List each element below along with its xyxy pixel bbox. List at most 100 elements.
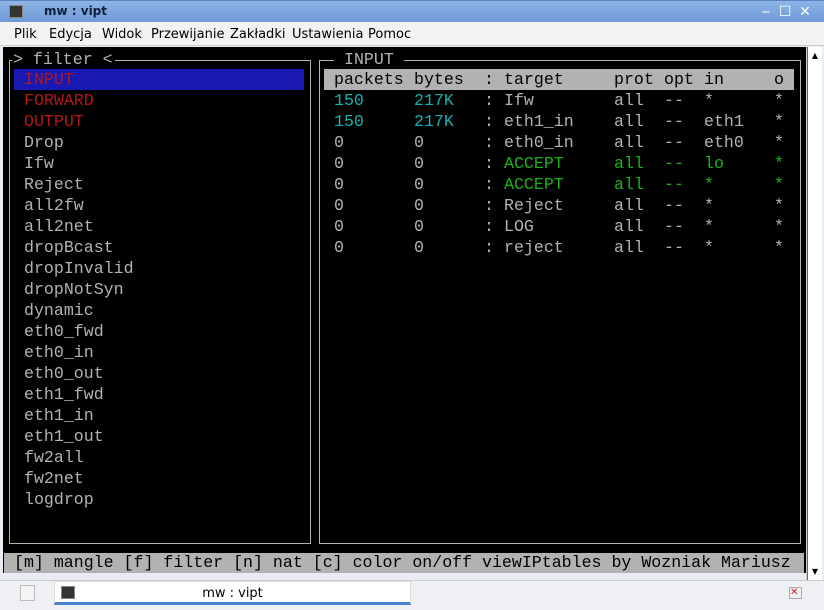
window-title: mw : vipt xyxy=(44,4,108,18)
chain-item[interactable]: INPUT xyxy=(24,70,74,89)
rule-cell: -- xyxy=(664,112,684,131)
column-header: packets xyxy=(334,70,404,89)
rule-cell: all xyxy=(614,133,644,152)
chain-item[interactable]: eth0_in xyxy=(24,343,94,362)
rule-cell: 150 xyxy=(334,91,364,110)
scroll-up-icon[interactable]: ▲ xyxy=(811,51,819,60)
menu-edycja[interactable]: Edycja xyxy=(49,27,92,42)
scrollbar[interactable]: ▲ ▼ xyxy=(806,47,822,580)
menu-plik[interactable]: Plik xyxy=(14,27,37,42)
rule-cell: LOG xyxy=(504,217,534,236)
chain-item[interactable]: fw2net xyxy=(24,469,84,488)
column-header: prot xyxy=(614,70,654,89)
rule-cell: : xyxy=(484,238,494,257)
left-panel-title: > filter < xyxy=(12,49,115,70)
rules-header xyxy=(324,69,794,90)
close-button[interactable]: ✕ xyxy=(799,4,811,20)
rule-cell: 0 xyxy=(334,196,344,215)
rule-cell: * xyxy=(774,217,784,236)
rule-cell: : xyxy=(484,175,494,194)
status-text: [m] mangle [f] filter [n] nat [c] color … xyxy=(14,553,791,572)
rule-cell: ACCEPT xyxy=(504,175,564,194)
rule-cell: all xyxy=(614,91,644,110)
rule-cell: : xyxy=(484,217,494,236)
rule-cell: : xyxy=(484,112,494,131)
rule-cell: all xyxy=(614,154,644,173)
menu-przewijanie[interactable]: Przewijanie xyxy=(151,27,225,42)
rule-cell: * xyxy=(774,112,784,131)
rule-cell: 0 xyxy=(334,175,344,194)
rule-cell: all xyxy=(614,175,644,194)
menu-ustawienia[interactable]: Ustawienia xyxy=(292,27,364,42)
rule-cell: 0 xyxy=(334,217,344,236)
menu-zakładki[interactable]: Zakładki xyxy=(230,27,286,42)
chain-item[interactable]: eth1_in xyxy=(24,406,94,425)
menu-pomoc[interactable]: Pomoc xyxy=(368,27,412,42)
chain-item[interactable]: dropInvalid xyxy=(24,259,134,278)
column-header: o xyxy=(774,70,784,89)
chain-item[interactable]: eth0_out xyxy=(24,364,104,383)
rule-cell: 217K xyxy=(414,91,454,110)
rule-cell: all xyxy=(614,112,644,131)
rule-cell: all xyxy=(614,196,644,215)
maximize-button[interactable]: ☐ xyxy=(778,4,792,20)
minimize-button[interactable]: ‒ xyxy=(761,4,771,20)
chain-item[interactable]: dynamic xyxy=(24,301,94,320)
close-tab-icon[interactable]: ✕ xyxy=(789,587,802,599)
rule-cell: -- xyxy=(664,133,684,152)
rule-cell: * xyxy=(704,91,714,110)
rule-cell: * xyxy=(774,238,784,257)
terminal-icon xyxy=(61,586,75,599)
column-header: bytes xyxy=(414,70,464,89)
rule-cell: eth0_in xyxy=(504,133,574,152)
rule-cell: 150 xyxy=(334,112,364,131)
new-tab-icon[interactable] xyxy=(20,585,35,601)
rule-cell: * xyxy=(704,196,714,215)
chain-item[interactable]: logdrop xyxy=(24,490,94,509)
chain-item[interactable]: all2net xyxy=(24,217,94,236)
rule-cell: all xyxy=(614,238,644,257)
menu-widok[interactable]: Widok xyxy=(102,27,142,42)
status-bar: [m] mangle [f] filter [n] nat [c] color … xyxy=(4,553,804,573)
rule-cell: eth0 xyxy=(704,133,744,152)
rule-cell: 0 xyxy=(414,238,424,257)
chain-item[interactable]: dropBcast xyxy=(24,238,114,257)
chain-list-panel xyxy=(9,60,311,544)
rule-cell: -- xyxy=(664,238,684,257)
chain-item[interactable]: dropNotSyn xyxy=(24,280,124,299)
chain-item[interactable]: eth1_fwd xyxy=(24,385,104,404)
rule-cell: * xyxy=(704,175,714,194)
chain-item[interactable]: Reject xyxy=(24,175,84,194)
rule-cell: * xyxy=(774,175,784,194)
chain-item[interactable]: eth1_out xyxy=(24,427,104,446)
rule-cell: -- xyxy=(664,196,684,215)
title-bar: mw : vipt ‒ ☐ ✕ xyxy=(0,0,824,22)
chain-item[interactable]: FORWARD xyxy=(24,91,94,110)
rule-cell: 0 xyxy=(414,133,424,152)
rule-cell: 217K xyxy=(414,112,454,131)
rule-cell: eth1_in xyxy=(504,112,574,131)
rule-cell: 0 xyxy=(414,196,424,215)
scrollbar-thumb[interactable] xyxy=(808,47,822,580)
rules-panel xyxy=(319,60,801,544)
rule-cell: 0 xyxy=(334,154,344,173)
chain-item[interactable]: all2fw xyxy=(24,196,84,215)
chain-item[interactable]: OUTPUT xyxy=(24,112,84,131)
task-button[interactable]: mw : vipt xyxy=(54,581,411,605)
rule-cell: * xyxy=(774,91,784,110)
rule-cell: : xyxy=(484,196,494,215)
chain-item[interactable]: fw2all xyxy=(24,448,84,467)
chain-item[interactable]: Drop xyxy=(24,133,64,152)
menu-bar: Plik Edycja Widok Przewijanie Zakładki Ustawi… xyxy=(0,22,824,46)
chain-item[interactable]: eth0_fwd xyxy=(24,322,104,341)
rule-cell: Ifw xyxy=(504,91,534,110)
rule-cell: : xyxy=(484,91,494,110)
terminal[interactable]: > filter < INPUT [m] mangle [f] filter [… xyxy=(3,47,806,573)
scroll-down-icon[interactable]: ▼ xyxy=(811,567,819,576)
column-header: in xyxy=(704,70,724,89)
task-label: mw : vipt xyxy=(202,586,263,601)
column-header: opt xyxy=(664,70,694,89)
rule-cell: -- xyxy=(664,154,684,173)
chain-item[interactable]: Ifw xyxy=(24,154,54,173)
rule-cell: 0 xyxy=(334,133,344,152)
